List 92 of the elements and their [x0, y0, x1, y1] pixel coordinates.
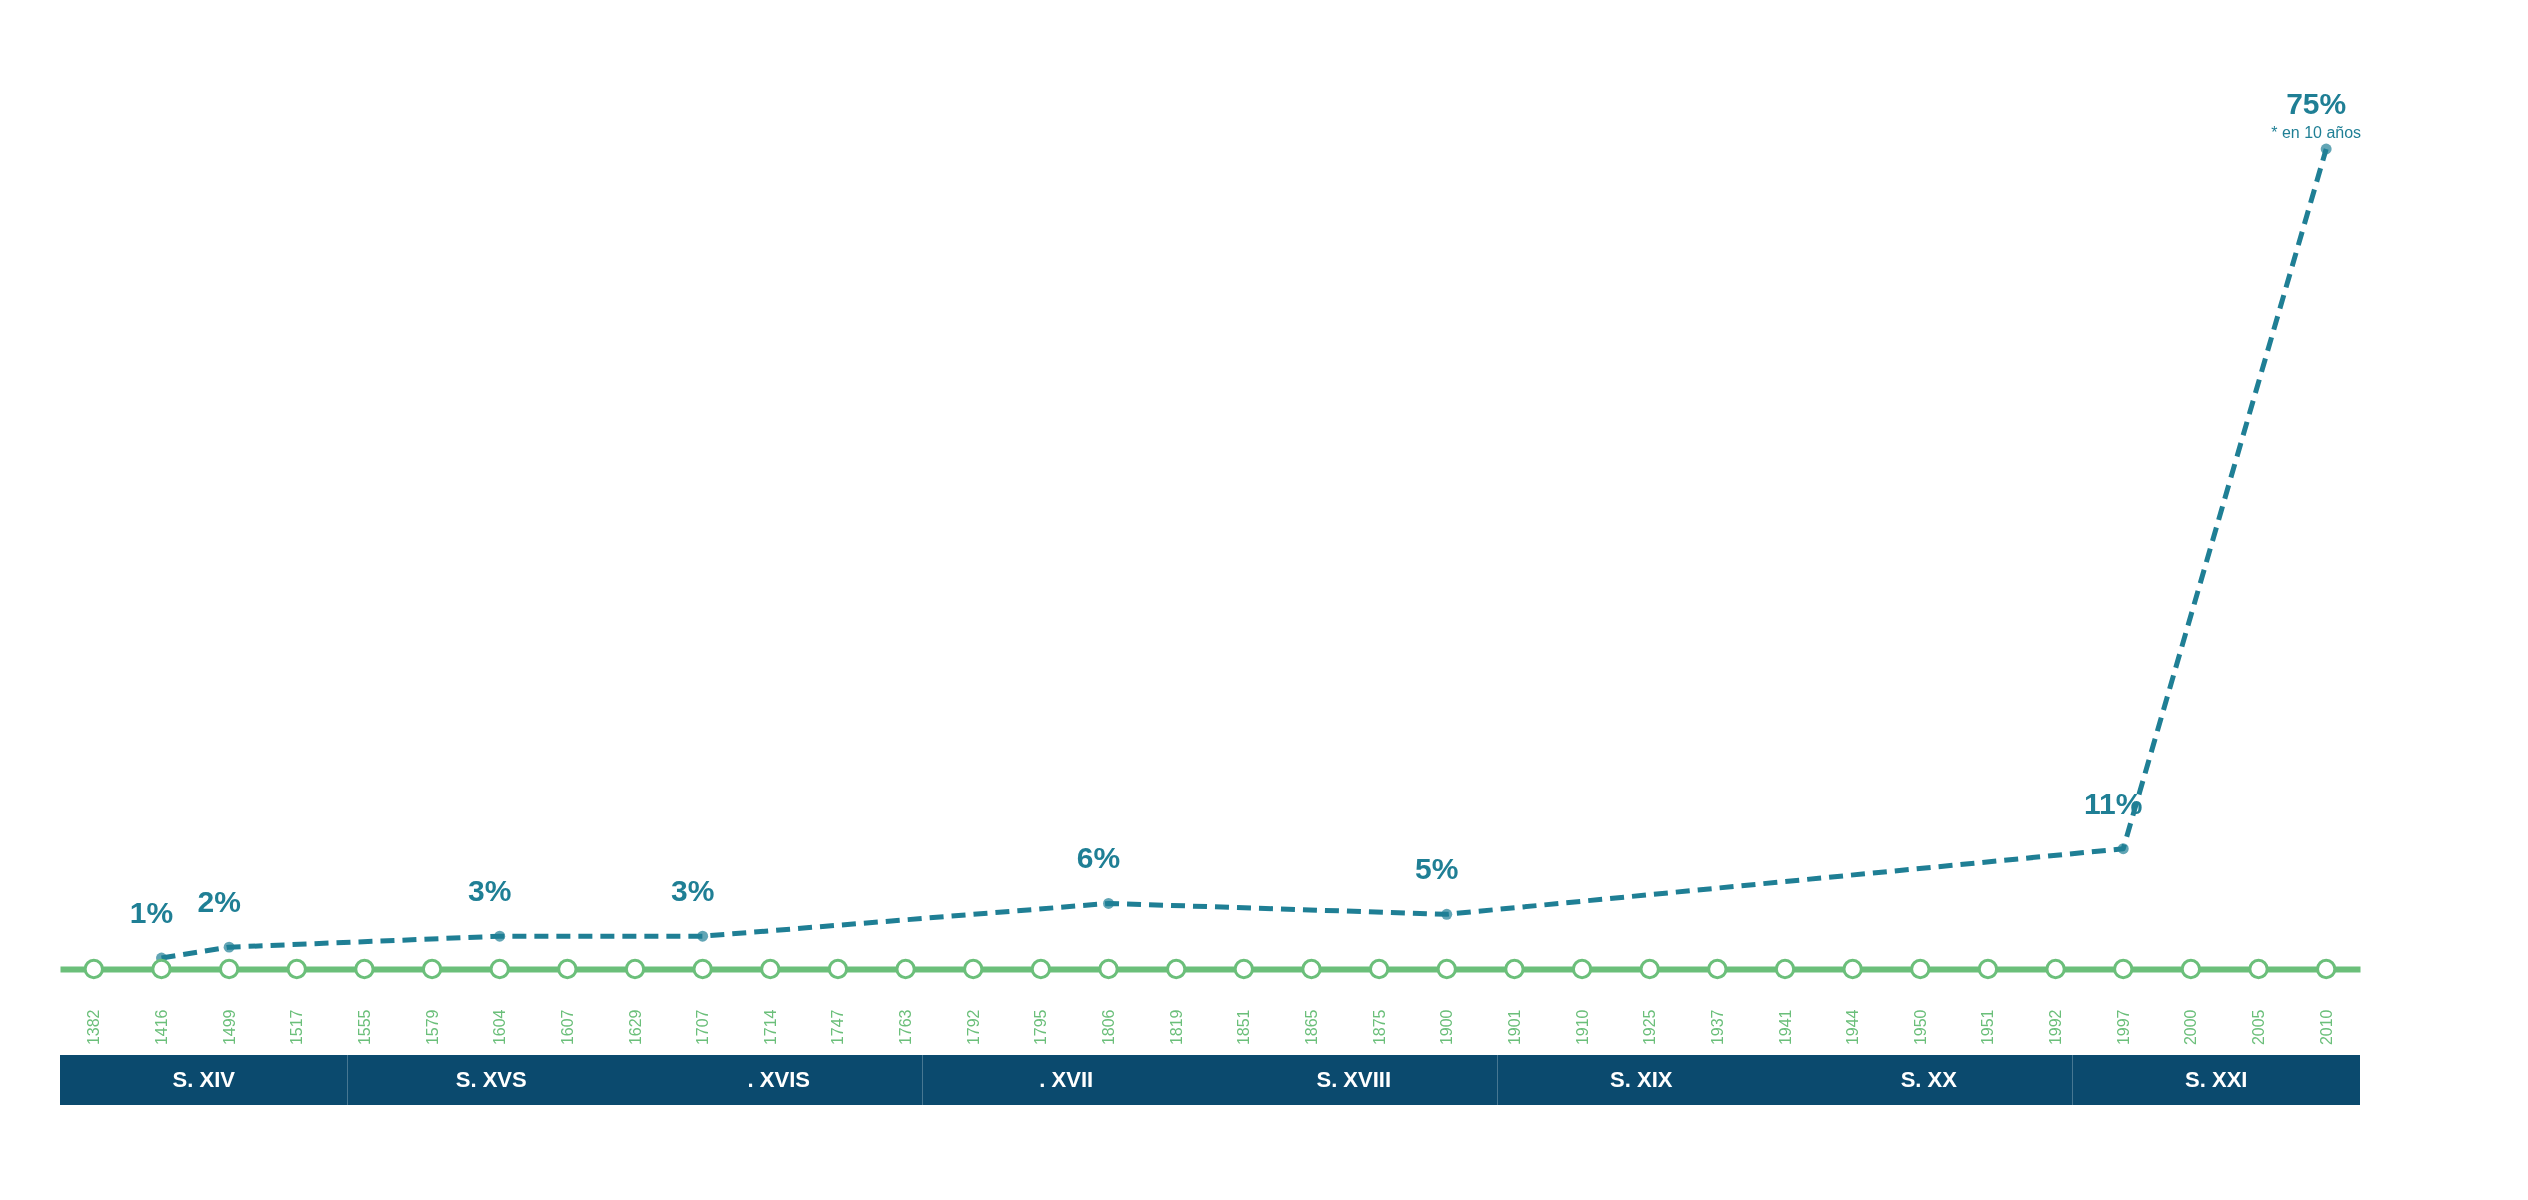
point: [692, 958, 713, 980]
x-tick-label: 2010: [2317, 1009, 2335, 1046]
x-tick-label: 1951: [1979, 1009, 1997, 1046]
point: [827, 958, 849, 980]
x-tick-label: 1851: [1235, 1009, 1253, 1046]
x-tick-label: 1806: [1100, 1009, 1118, 1046]
text: S. XIX: [1610, 1067, 1673, 1092]
text: . XVIS: [747, 1067, 810, 1092]
data-label: 75%: [2286, 87, 2347, 120]
data-label: 2%: [197, 885, 241, 919]
point: [494, 930, 506, 942]
data-label: 3%: [468, 874, 512, 908]
x-tick-label: 1629: [626, 1009, 644, 1046]
point: [1368, 958, 1390, 980]
point: [151, 958, 172, 980]
x-tick-label: 1579: [423, 1009, 441, 1046]
point: [1441, 908, 1453, 920]
x-tick-label: 1795: [1032, 1009, 1050, 1046]
x-tick-label: 1900: [1438, 1009, 1456, 1046]
point: [1504, 958, 1525, 980]
point: [1910, 958, 1931, 980]
x-tick-label: 1992: [2047, 1009, 2065, 1046]
point: [557, 958, 578, 980]
point: [218, 958, 240, 980]
x-tick-label: 1707: [694, 1009, 712, 1046]
point: [1166, 958, 1187, 980]
x-tick-label: 1792: [964, 1009, 982, 1046]
text: S. XIV: [172, 1067, 236, 1092]
point: [1977, 958, 1999, 980]
point: [1436, 958, 1457, 980]
x-tick-label: 1941: [1776, 1009, 1794, 1046]
x-tick-label: 1714: [761, 1009, 779, 1046]
x-tick-label: 1950: [1911, 1009, 1929, 1046]
x-tick-label: 1747: [829, 1009, 847, 1046]
data-label: 11%: [2084, 786, 2143, 820]
point: [83, 958, 104, 980]
point: [1098, 958, 1119, 980]
x-tick-label: 1997: [2114, 1009, 2132, 1046]
point: [2180, 958, 2202, 980]
point: [1301, 958, 1322, 980]
point: [489, 958, 510, 980]
point: [2113, 958, 2134, 980]
point: [1103, 897, 1115, 909]
x-tick-label: 1499: [220, 1009, 238, 1046]
text: S. XVIII: [1316, 1067, 1392, 1092]
point: [2248, 958, 2269, 980]
x-tick-label: 1517: [288, 1009, 306, 1046]
point: [1571, 958, 1593, 980]
x-tick-label: 1416: [152, 1009, 170, 1046]
point: [354, 958, 375, 980]
data-label: 5%: [1415, 852, 1459, 886]
x-tick-label: 1901: [1505, 1009, 1523, 1046]
x-tick-label: 1763: [897, 1009, 915, 1046]
text: S. XXI: [2185, 1067, 2248, 1092]
point: [286, 958, 307, 980]
point: [963, 958, 984, 980]
x-tick-label: 2000: [2182, 1009, 2200, 1046]
x-tick-label: 1382: [85, 1009, 103, 1046]
point: [624, 958, 646, 980]
annotation: * en 10 años: [2271, 124, 2362, 141]
point: [223, 941, 235, 953]
x-tick-label: 1925: [1641, 1009, 1659, 1046]
text: S. XX: [1900, 1067, 1958, 1092]
x-tick-label: 1875: [1370, 1009, 1388, 1046]
text: . XVII: [1039, 1067, 1094, 1092]
x-tick-label: 1555: [355, 1009, 373, 1046]
x-tick-label: 1944: [1844, 1009, 1862, 1046]
x-tick-label: 1937: [1708, 1009, 1726, 1046]
point: [760, 958, 781, 980]
point: [697, 930, 709, 942]
data-label: 3%: [670, 874, 715, 908]
x-tick-label: 1865: [1302, 1009, 1320, 1046]
x-tick-label: 2005: [2250, 1009, 2268, 1046]
x-tick-label: 1604: [491, 1009, 509, 1046]
data-label: 6%: [1076, 841, 1121, 875]
x-tick-label: 1910: [1573, 1009, 1591, 1046]
point: [1639, 958, 1660, 980]
point: [2316, 958, 2337, 980]
point: [1030, 958, 1052, 980]
x-tick-label: 1607: [558, 1009, 576, 1046]
point: [1233, 958, 1254, 980]
point: [2045, 958, 2066, 980]
point: [895, 958, 916, 980]
point: [1774, 958, 1796, 980]
point: [1842, 958, 1863, 980]
text: S. XVS: [455, 1067, 527, 1092]
point: [1707, 958, 1728, 980]
point: [2320, 143, 2332, 155]
x-tick-label: 1819: [1167, 1009, 1185, 1046]
point: [2117, 843, 2129, 855]
data-label: 1%: [129, 896, 174, 930]
point: [421, 958, 443, 980]
